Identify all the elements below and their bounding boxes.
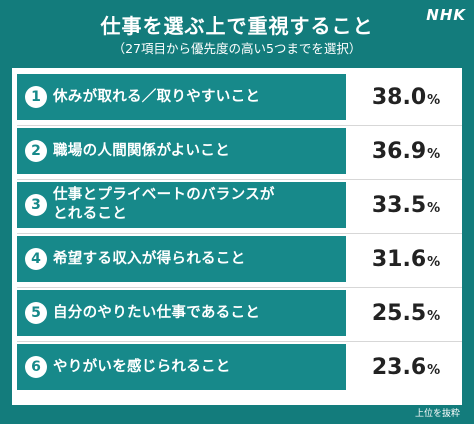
row-divider: [17, 233, 462, 234]
row-value-cell: 36.9%: [350, 128, 462, 174]
row-value-cell: 31.6%: [350, 236, 462, 282]
row-label-cell: 1 休みが取れる／取りやすいこと: [17, 74, 346, 120]
row-value-cell: 25.5%: [350, 290, 462, 336]
table-row: 4 希望する収入が得られること 31.6%: [12, 232, 462, 282]
row-value: 31.6: [371, 246, 427, 272]
rank-badge: 5: [25, 302, 47, 324]
row-label: やりがいを感じられること: [53, 358, 231, 375]
percent-unit: %: [427, 146, 441, 162]
row-label-cell: 2 職場の人間関係がよいこと: [17, 128, 346, 174]
row-label: 希望する収入が得られること: [53, 250, 246, 267]
rank-badge: 1: [25, 86, 47, 108]
row-value-cell: 23.6%: [350, 344, 462, 390]
row-value: 33.5: [371, 192, 427, 218]
chart-subtitle: （27項目から優先度の高い5つまでを選択）: [112, 41, 362, 56]
row-label: 休みが取れる／取りやすいこと: [53, 88, 261, 105]
rank-badge: 6: [25, 356, 47, 378]
row-label-cell: 3 仕事とプライベートのバランスが とれること: [17, 182, 346, 228]
row-label: 仕事とプライベートのバランスが とれること: [53, 187, 275, 222]
row-label: 職場の人間関係がよいこと: [53, 142, 230, 159]
table-row: 1 休みが取れる／取りやすいこと 38.0%: [12, 70, 462, 120]
percent-unit: %: [427, 92, 441, 108]
chart-title: 仕事を選ぶ上で重視すること: [100, 14, 374, 38]
row-divider: [17, 341, 462, 342]
row-divider: [17, 287, 462, 288]
table-row: 5 自分のやりたい仕事であること 25.5%: [12, 286, 462, 336]
table-row: 6 やりがいを感じられること 23.6%: [12, 340, 462, 390]
rank-badge: 2: [25, 140, 47, 162]
ranking-table: 1 休みが取れる／取りやすいこと 38.0% 2 職場の人間関係がよいこと 36.9% 3 仕…: [12, 68, 462, 405]
row-value-cell: 33.5%: [350, 182, 462, 228]
row-value: 38.0: [371, 84, 427, 110]
nhk-logo: NHK: [426, 6, 466, 24]
percent-unit: %: [427, 308, 441, 324]
row-value-cell: 38.0%: [350, 74, 462, 120]
percent-unit: %: [427, 200, 441, 216]
footnote: 上位を抜粋: [414, 409, 460, 419]
row-label: 自分のやりたい仕事であること: [53, 304, 261, 321]
table-row: 3 仕事とプライベートのバランスが とれること 33.5%: [12, 178, 462, 228]
rank-badge: 4: [25, 248, 47, 270]
row-label-cell: 6 やりがいを感じられること: [17, 344, 346, 390]
row-divider: [17, 125, 462, 126]
row-value: 36.9: [371, 138, 427, 164]
percent-unit: %: [427, 362, 441, 378]
row-label-cell: 4 希望する収入が得られること: [17, 236, 346, 282]
rank-badge: 3: [25, 194, 47, 216]
row-divider: [17, 179, 462, 180]
row-value: 23.6: [371, 354, 427, 380]
row-value: 25.5: [371, 300, 427, 326]
row-label-cell: 5 自分のやりたい仕事であること: [17, 290, 346, 336]
percent-unit: %: [427, 254, 441, 270]
table-row: 2 職場の人間関係がよいこと 36.9%: [12, 124, 462, 174]
